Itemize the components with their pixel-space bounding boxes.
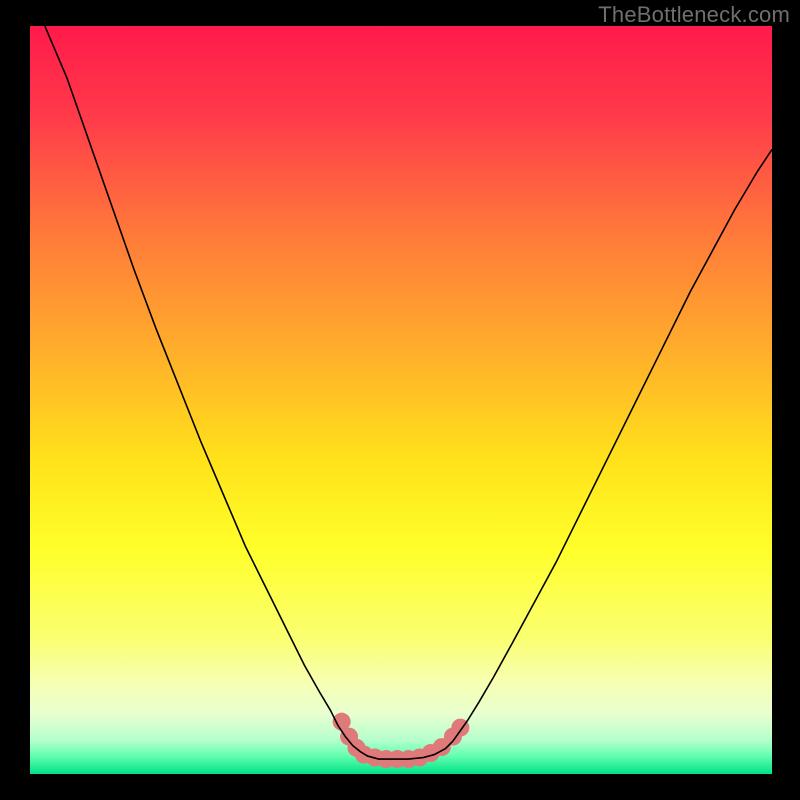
chart-svg: [30, 26, 772, 774]
figure-root: TheBottleneck.com: [0, 0, 800, 800]
gradient-background: [30, 26, 772, 774]
watermark-label: TheBottleneck.com: [598, 2, 790, 28]
plot-area: [30, 26, 772, 774]
